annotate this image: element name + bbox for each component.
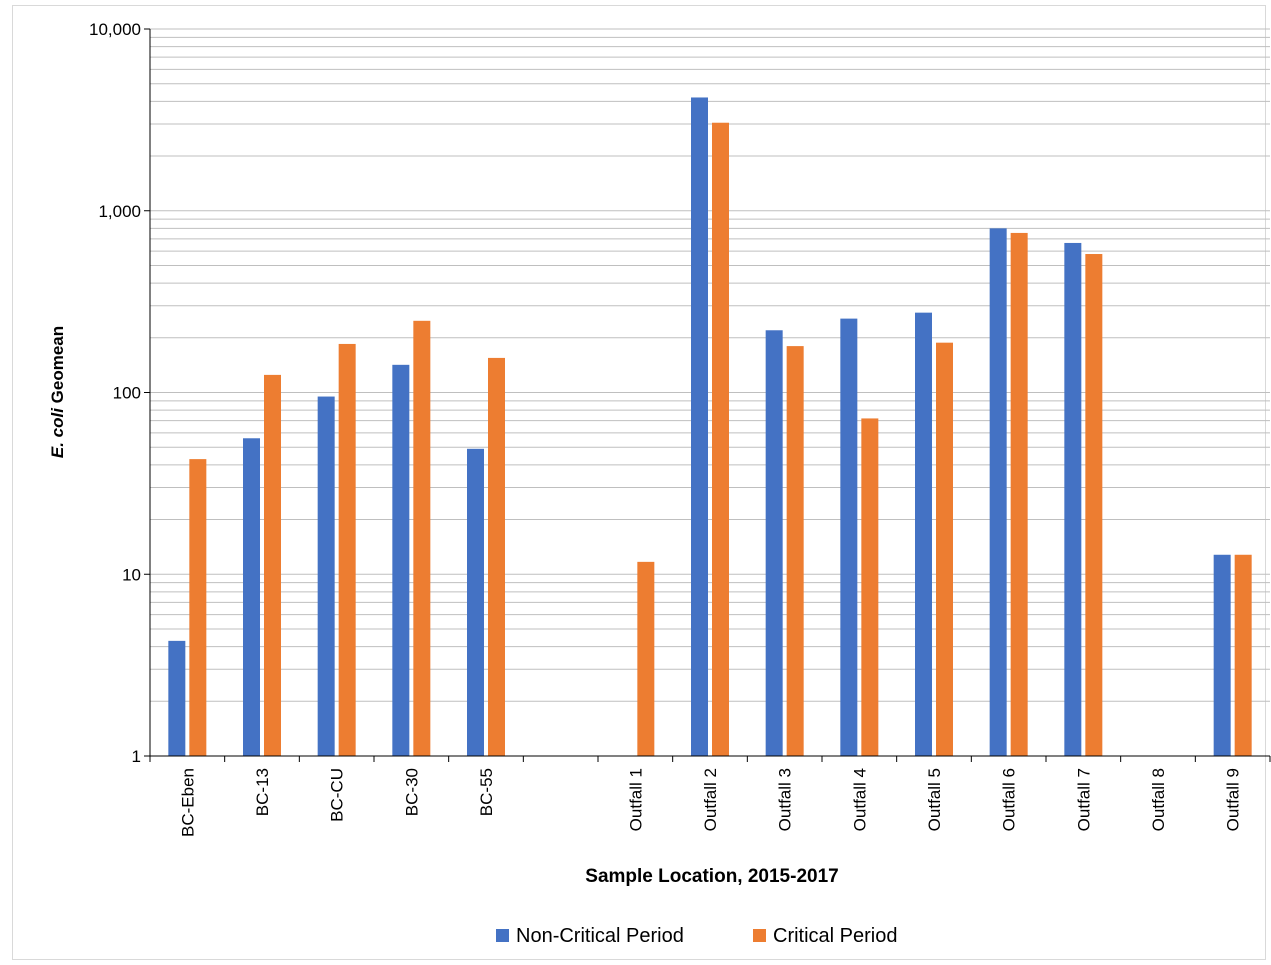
bar-non-critical: [243, 438, 260, 756]
x-tick-label: BC-30: [402, 768, 421, 816]
bar-critical: [189, 459, 207, 756]
legend-swatch-non-critical: [496, 929, 509, 942]
bar-non-critical: [915, 312, 932, 756]
y-axis-label: E. coli Geomean: [48, 326, 67, 458]
bar-non-critical: [691, 97, 708, 757]
bar-critical: [936, 342, 953, 756]
legend-label-non-critical: Non-Critical Period: [516, 925, 684, 947]
y-axis-label-rest: Geomean: [48, 326, 67, 408]
y-tick-label: 1: [132, 747, 141, 766]
x-tick-label: BC-55: [477, 768, 496, 816]
bar-non-critical: [1064, 242, 1082, 757]
bar-critical: [413, 320, 431, 756]
y-tick-label: 1,000: [98, 202, 141, 221]
x-tick-label: BC-13: [253, 768, 272, 816]
legend-label-critical: Critical Period: [773, 925, 897, 947]
x-tick-labels: BC-Eben BC-13 BC-CU BC-30 BC-55 Outfall 1 Outf…: [178, 768, 1242, 837]
bar-critical: [264, 374, 281, 756]
x-tick-label: Outfall 1: [626, 768, 645, 831]
bar-non-critical: [392, 364, 410, 756]
x-tick-label: Outfall 9: [1224, 768, 1243, 831]
bar-critical: [1234, 554, 1252, 756]
y-tick-labels: 1 10 100 1,000 10,000: [89, 20, 141, 766]
bar-non-critical: [1213, 554, 1231, 756]
bar-critical: [338, 343, 356, 756]
x-axis-label: Sample Location, 2015-2017: [585, 866, 838, 887]
x-tick-label: Outfall 3: [776, 768, 795, 831]
bar-non-critical: [840, 318, 858, 756]
x-tick-label: BC-CU: [328, 768, 347, 822]
y-tick-label: 100: [113, 384, 141, 403]
x-tick-label: Outfall 5: [925, 768, 944, 831]
bar-critical: [488, 357, 505, 756]
axes: [144, 28, 1271, 762]
bar-critical: [1085, 254, 1103, 756]
bar-non-critical: [168, 640, 186, 756]
bar-non-critical: [317, 396, 335, 756]
x-tick-label: Outfall 6: [1000, 768, 1019, 831]
y-tick-label: 10: [122, 565, 141, 584]
x-tick-label: Outfall 7: [1074, 768, 1093, 831]
legend-swatch-critical: [753, 929, 766, 942]
x-tick-label: Outfall 4: [850, 768, 869, 831]
bar-critical: [861, 418, 879, 756]
x-tick-label: BC-Eben: [178, 768, 197, 837]
bars: [168, 97, 1252, 757]
bar-critical: [637, 561, 655, 756]
bar-non-critical: [989, 228, 1007, 756]
bar-critical: [786, 346, 804, 756]
bar-critical: [1010, 232, 1028, 757]
x-tick-label: Outfall 8: [1149, 768, 1168, 831]
legend: Non-Critical Period Critical Period: [496, 925, 897, 947]
y-axis-label-italic: E. coli: [48, 407, 67, 458]
gridlines: [150, 28, 1270, 702]
chart-frame: [12, 5, 1266, 960]
bar-non-critical: [467, 448, 484, 756]
x-tick-label: Outfall 2: [701, 768, 720, 831]
bar-critical: [712, 122, 729, 756]
bar-non-critical: [765, 330, 783, 756]
y-tick-label: 10,000: [89, 20, 141, 39]
